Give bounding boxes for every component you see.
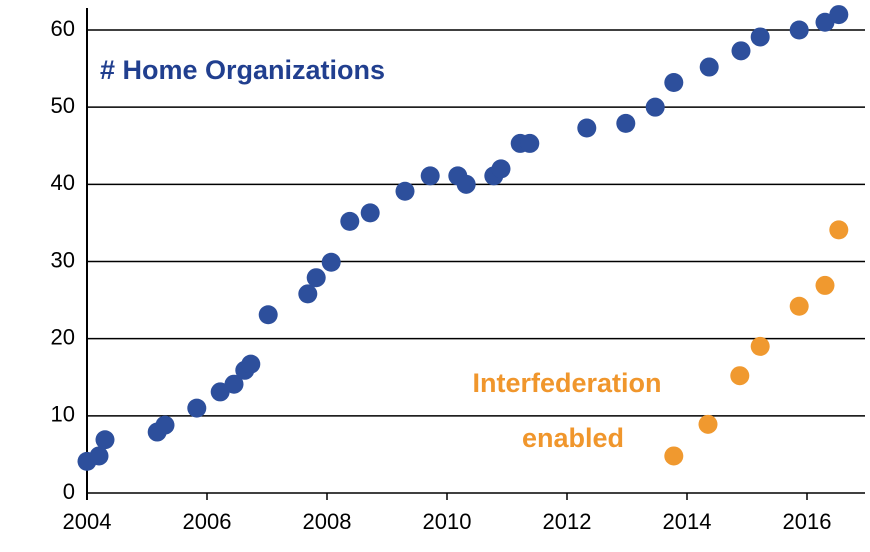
y-tick-label: 0: [63, 479, 75, 504]
y-tick-label: 10: [51, 402, 75, 427]
point: [321, 252, 341, 272]
y-tick-label: 60: [51, 16, 75, 41]
y-tick-label: 30: [51, 247, 75, 272]
point: [815, 12, 835, 32]
point: [258, 305, 278, 325]
annotation: Interfederation: [472, 368, 661, 398]
x-tick-label: 2016: [783, 509, 832, 534]
point: [664, 72, 684, 92]
x-tick-label: 2008: [303, 509, 352, 534]
point: [645, 97, 665, 117]
annotation: enabled: [522, 423, 624, 453]
point: [241, 354, 261, 374]
point: [456, 174, 476, 194]
point: [210, 382, 230, 402]
point: [731, 41, 751, 61]
y-tick-label: 20: [51, 324, 75, 349]
point: [789, 20, 809, 40]
point: [224, 374, 244, 394]
point: [89, 446, 109, 466]
point: [395, 181, 415, 201]
annotation: # Home Organizations: [100, 55, 385, 85]
point: [789, 296, 809, 316]
y-tick-label: 50: [51, 93, 75, 118]
point: [616, 113, 636, 133]
x-tick-label: 2012: [543, 509, 592, 534]
point: [95, 430, 115, 450]
x-tick-label: 2006: [183, 509, 232, 534]
point: [187, 398, 207, 418]
point: [360, 203, 380, 223]
point: [520, 133, 540, 153]
point: [699, 57, 719, 77]
point: [577, 118, 597, 138]
x-tick-label: 2010: [423, 509, 472, 534]
point: [491, 159, 511, 179]
point: [340, 211, 360, 231]
point: [730, 366, 750, 386]
point: [829, 5, 849, 25]
point: [306, 268, 326, 288]
point: [698, 414, 718, 434]
point: [155, 415, 175, 435]
point: [829, 220, 849, 240]
point: [750, 27, 770, 47]
point: [664, 446, 684, 466]
point: [750, 336, 770, 356]
point: [815, 275, 835, 295]
y-tick-label: 40: [51, 170, 75, 195]
x-tick-label: 2004: [63, 509, 112, 534]
point: [298, 284, 318, 304]
point: [420, 166, 440, 186]
x-tick-label: 2014: [663, 509, 712, 534]
